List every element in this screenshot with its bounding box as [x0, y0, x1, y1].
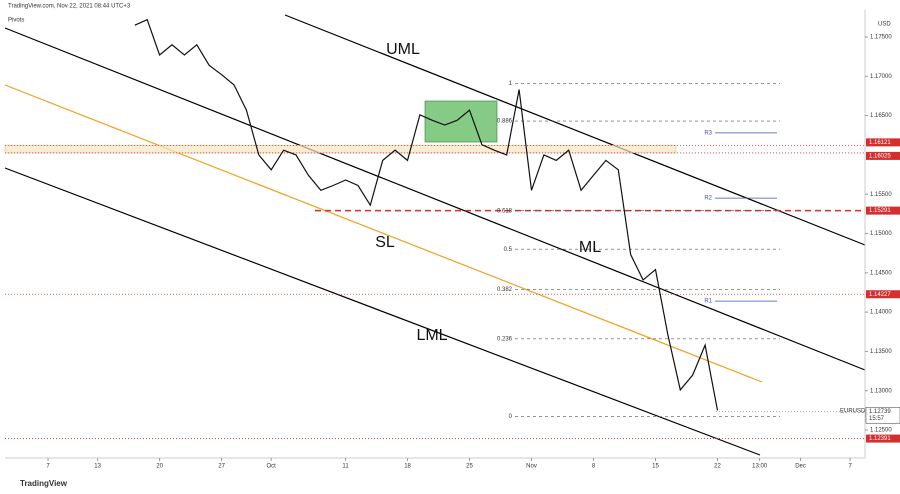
channel-sl [4, 84, 763, 383]
x-tick-label: Nov [526, 464, 537, 470]
channel-label: LML [416, 327, 447, 344]
x-tick-label: Dec [795, 464, 806, 470]
channel-label: ML [579, 239, 601, 256]
price-level-tag [866, 138, 900, 147]
y-tick-label: 1.13000 [870, 388, 892, 394]
price-level-label: 1.16121 [869, 140, 891, 146]
y-tick-label: 1.15500 [870, 192, 892, 198]
fib-label: 0.5 [504, 247, 513, 253]
price-level-tag [866, 290, 900, 299]
channel-ml [4, 27, 866, 371]
fib-label: 0.618 [497, 208, 513, 214]
supply-zone [4, 145, 677, 154]
countdown: 15:57 [869, 416, 885, 422]
y-tick-label: 1.15000 [870, 231, 892, 237]
x-tick-label: 11 [342, 464, 349, 470]
indicator: Pivots [8, 18, 24, 24]
fib-label: 0.886 [497, 119, 513, 125]
fib-label: 0.382 [497, 287, 513, 293]
y-tick-label: 1.17500 [870, 35, 892, 41]
x-tick-label: 8 [592, 464, 596, 470]
channel-label: SL [375, 234, 395, 251]
x-tick-label: 18 [404, 464, 411, 470]
channel-uml [284, 14, 866, 246]
x-tick-label: 13:00 [752, 464, 768, 470]
last-price-label: 1.12739 [869, 409, 891, 415]
x-tick-label: 7 [46, 464, 50, 470]
y-tick-label: 1.17000 [870, 74, 892, 80]
price-level-label: 1.14227 [869, 292, 891, 298]
x-tick-label: 20 [156, 464, 163, 470]
pivot-label: R3 [704, 130, 712, 136]
x-tick-label: 25 [466, 464, 473, 470]
price-level-tag [866, 151, 900, 160]
price-line [134, 18, 719, 411]
x-tick-label: 15 [652, 464, 659, 470]
fib-label: 0 [509, 414, 513, 420]
logo: TradingView [20, 479, 68, 488]
pivot-label: R2 [704, 196, 712, 202]
source: TradingView.com, Nov 22, 2021 08:44 UTC+… [8, 4, 131, 10]
price-level-tag [866, 206, 900, 215]
last-price-tag [865, 406, 900, 424]
channel-label: UML [386, 41, 420, 58]
y-tick-label: 1.14500 [870, 270, 892, 276]
channel-lml [4, 167, 761, 456]
y-tick-label: 1.13500 [870, 349, 892, 355]
price-level-tag [866, 434, 900, 443]
price-level-label: 1.15291 [869, 208, 891, 214]
x-tick-label: 7 [848, 464, 852, 470]
symbol-label: EURUSD [840, 409, 866, 415]
x-tick-label: 22 [714, 464, 721, 470]
price-level-label: 1.16025 [869, 153, 891, 159]
fib-label: 1 [509, 81, 513, 87]
pivot-label: R1 [704, 299, 712, 305]
y-tick-label: 1.14000 [870, 310, 892, 316]
fib-label: 0.236 [497, 336, 513, 342]
price-level-label: 1.12391 [869, 436, 891, 442]
currency: USD [878, 22, 891, 28]
x-tick-label: Oct [266, 464, 276, 470]
y-tick-label: 1.12500 [870, 428, 892, 434]
x-tick-label: 13 [94, 464, 101, 470]
y-tick-label: 1.16500 [870, 113, 892, 119]
x-tick-label: 27 [218, 464, 225, 470]
